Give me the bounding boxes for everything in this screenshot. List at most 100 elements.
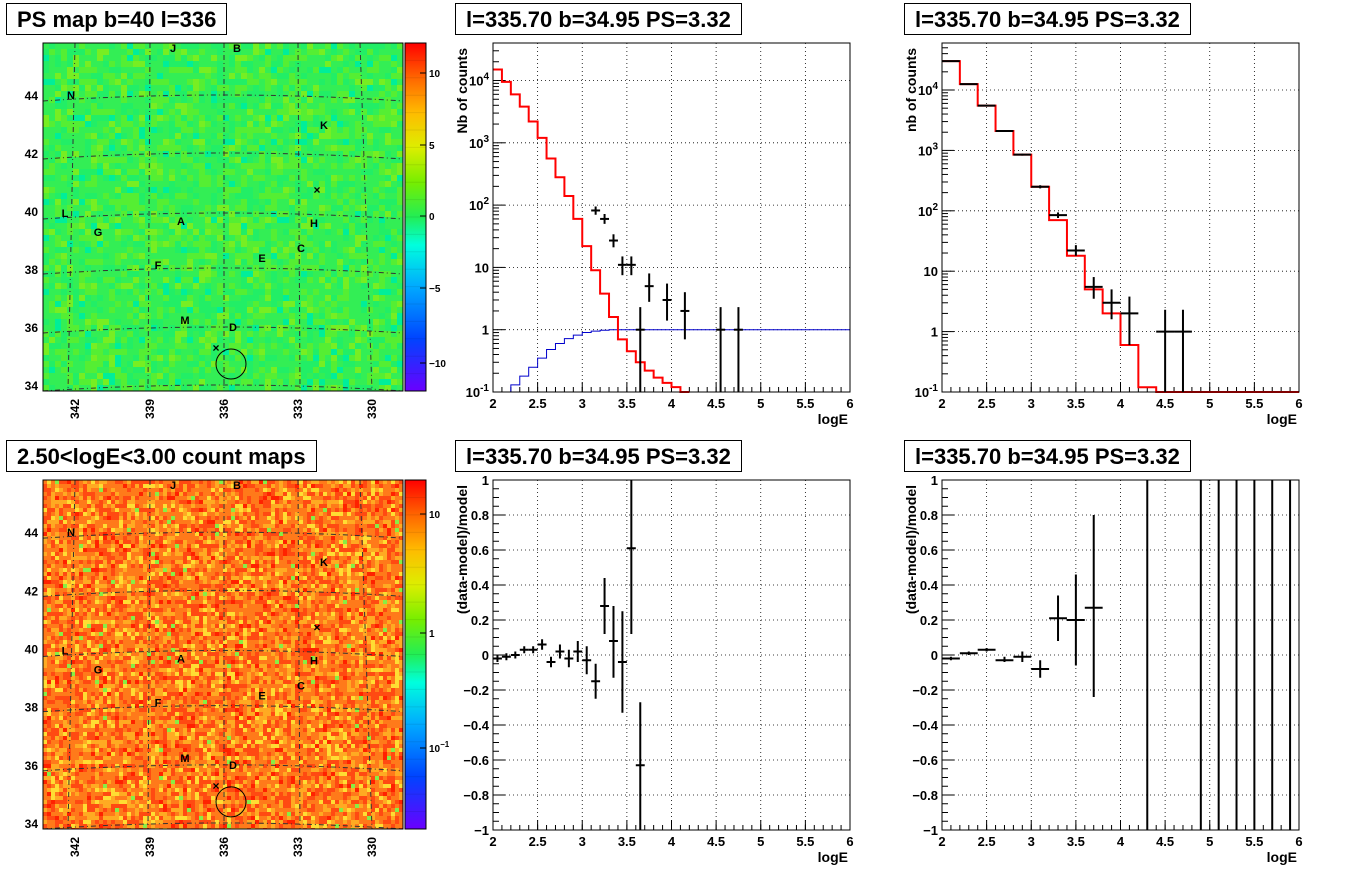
- x-tick-label: 5.5: [1245, 396, 1263, 411]
- colorbar-tick-label: 0: [429, 212, 435, 223]
- data-point: [564, 649, 574, 668]
- source-label-g: G: [94, 227, 103, 239]
- y-tick-label: 10-1: [466, 383, 490, 400]
- colorbar-tick-label: 1: [429, 629, 435, 640]
- x-axis-label: logE: [1267, 411, 1297, 427]
- plot-frame: [941, 42, 1300, 393]
- spectrum-coarse-chart: 2 2.5 3 3.5 4 4.5 5 5.5 610410310210110-1logEnb …: [903, 42, 1303, 427]
- y-tick-label: 10-1: [915, 383, 939, 400]
- map-x-tick-label: 342: [68, 399, 82, 419]
- data-point: [1102, 289, 1121, 320]
- y-tick-label: −0.6: [463, 753, 489, 768]
- plot-area: [493, 43, 850, 392]
- y-axis-label: (data-model)/model: [454, 485, 470, 614]
- source-label-n: N: [67, 527, 75, 539]
- data-point: [519, 646, 529, 654]
- map-y-tick-label: 36: [25, 321, 39, 335]
- map-y-tick-label: 34: [25, 817, 39, 831]
- source-label-n: N: [67, 90, 75, 102]
- map-y-tick-label: 40: [25, 205, 39, 219]
- map-y-tick-label: 40: [25, 642, 39, 656]
- source-label-d: D: [229, 322, 237, 334]
- x-tick-label: 2: [489, 396, 496, 411]
- data-point: [716, 307, 726, 392]
- map-grid: [43, 480, 403, 829]
- map-x-tick-label: 336: [217, 837, 231, 857]
- data-point: [537, 639, 547, 650]
- x-axis-label: logE: [818, 411, 848, 427]
- x-tick-label: 3.5: [1067, 396, 1085, 411]
- y-axis-label: (data-model)/model: [903, 485, 919, 614]
- source-label-k: K: [320, 120, 328, 132]
- plot-area: [942, 480, 1299, 830]
- source-label-a: A: [177, 216, 185, 228]
- data-point: [995, 129, 1014, 132]
- x-tick-label: 2.5: [978, 834, 996, 849]
- cross-marker: ×: [313, 620, 320, 634]
- x-tick-label: 4: [1117, 396, 1125, 411]
- x-tick-label: 4.5: [1156, 834, 1174, 849]
- source-label-h: H: [310, 656, 318, 668]
- y-tick-label: 0.4: [920, 578, 939, 593]
- y-tick-label: 104: [918, 81, 938, 98]
- data-point: [942, 60, 960, 63]
- x-axis-label: logE: [1267, 849, 1297, 865]
- map-x-tick-label: 333: [291, 399, 305, 419]
- y-tick-label: 10: [475, 260, 489, 275]
- data-point: [501, 653, 511, 661]
- source-label-j: J: [170, 480, 176, 492]
- x-axis-label: logE: [818, 849, 848, 865]
- x-tick-label: 5.5: [796, 396, 814, 411]
- data-point: [591, 206, 601, 215]
- data-point: [573, 641, 583, 662]
- data-point: [609, 606, 618, 678]
- data-point: [977, 648, 996, 652]
- x-tick-label: 2.5: [529, 834, 547, 849]
- data-point: [510, 651, 520, 659]
- data-point: [662, 283, 672, 321]
- y-tick-label: 102: [918, 202, 938, 219]
- colorbar-tick-label: 5: [429, 141, 435, 152]
- data-point: [591, 663, 601, 699]
- y-tick-label: 1: [931, 473, 938, 488]
- source-label-j: J: [170, 43, 176, 55]
- source-label-f: F: [155, 698, 162, 710]
- ps-colorbar: 10 5 0 −5 −10: [404, 42, 446, 392]
- residual-coarse-chart: 2 2.5 3 3.5 4 4.5 5 5.5 6 1 0.8 0.6 0.4 0.2 0 −0.2 −0.4 −…: [903, 473, 1303, 865]
- count-map-title: 2.50<logE<3.00 count maps: [6, 440, 317, 472]
- data-point: [600, 578, 610, 634]
- data-point: [600, 213, 610, 224]
- count-colorbar: 10 1 10−1: [404, 479, 450, 830]
- data-point: [644, 273, 654, 302]
- x-tick-label: 6: [846, 396, 853, 411]
- data-point: [1066, 574, 1085, 666]
- source-label-l: L: [62, 645, 69, 657]
- x-tick-label: 2.5: [978, 396, 996, 411]
- y-tick-label: 0.8: [471, 508, 489, 523]
- data-point: [1013, 153, 1032, 156]
- data-point: [959, 83, 978, 86]
- data-point: [582, 646, 592, 675]
- data-point: [1049, 212, 1067, 218]
- map-x-tick-label: 330: [365, 399, 379, 419]
- plot-frame: [492, 42, 851, 393]
- y-tick-label: 1: [482, 323, 489, 338]
- y-tick-label: 10: [924, 264, 938, 279]
- map-y-tick-label: 44: [25, 89, 39, 103]
- data-point: [635, 307, 645, 392]
- x-tick-label: 2: [489, 834, 496, 849]
- x-tick-label: 3: [1028, 396, 1035, 411]
- x-tick-label: 5.5: [796, 834, 814, 849]
- y-tick-label: 1: [931, 325, 938, 340]
- x-tick-label: 4.5: [707, 834, 725, 849]
- map-pixels: [43, 480, 403, 829]
- colorbar-gradient: [404, 42, 427, 392]
- data-point: [1066, 245, 1085, 256]
- source-label-f: F: [155, 260, 162, 272]
- data-point: [617, 256, 627, 276]
- x-tick-label: 5: [757, 396, 764, 411]
- data-point: [1174, 309, 1192, 392]
- source-circle-marker: [215, 348, 247, 380]
- y-tick-label: 103: [469, 134, 489, 151]
- x-tick-label: 5: [1206, 396, 1213, 411]
